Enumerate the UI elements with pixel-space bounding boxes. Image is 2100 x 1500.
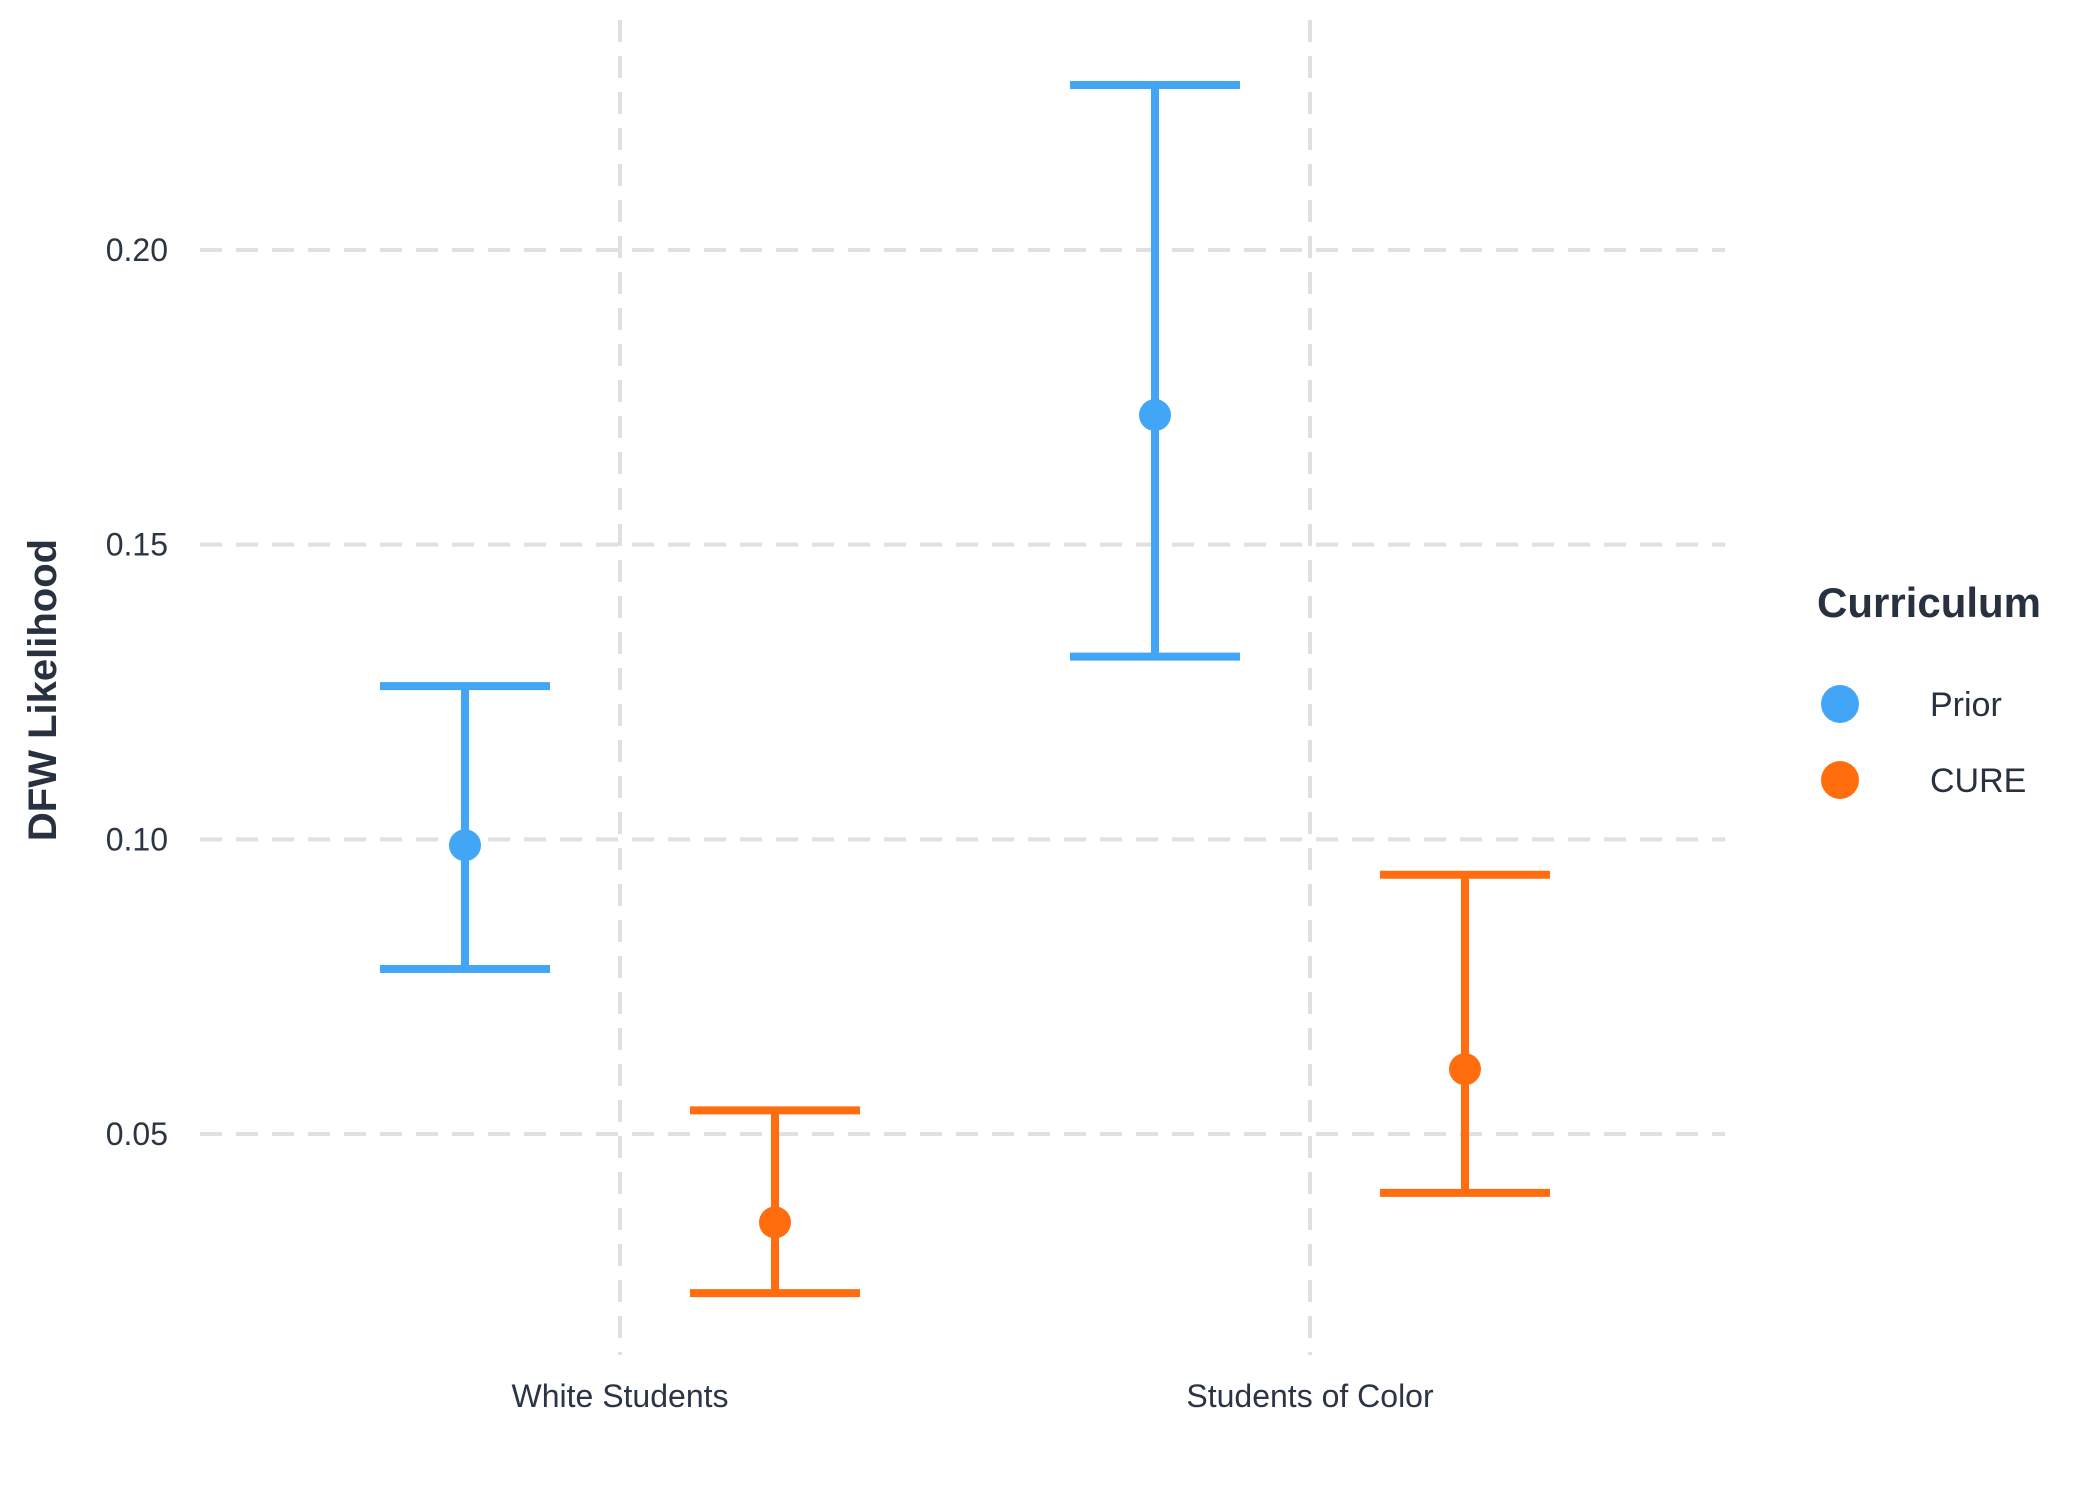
x-tick-label: Students of Color: [1186, 1378, 1434, 1414]
legend-swatch: [1821, 685, 1859, 723]
legend-item: CURE: [1821, 761, 2026, 800]
legend-label: CURE: [1930, 762, 2026, 800]
legend: Curriculum Prior CURE: [1817, 579, 2041, 800]
error-bar-group: [380, 682, 550, 973]
y-tick-label: 0.10: [106, 821, 168, 857]
legend-swatch: [1821, 761, 1859, 799]
x-tick-label: White Students: [512, 1378, 729, 1414]
legend-title: Curriculum: [1817, 579, 2041, 626]
y-axis-title: DFW Likelihood: [21, 539, 65, 841]
error-bar-group: [690, 1106, 860, 1298]
data-point: [759, 1206, 791, 1239]
data-point: [449, 829, 481, 862]
error-bar-group: [1380, 870, 1550, 1197]
legend-label: Prior: [1930, 686, 2002, 724]
data-point: [1449, 1053, 1481, 1086]
error-bar-group: [1070, 80, 1240, 661]
y-tick-label: 0.15: [106, 527, 168, 563]
axis-layer: 0.05 0.10 0.15 0.20 White Students Students o…: [106, 232, 1434, 1414]
y-tick-label: 0.05: [106, 1116, 168, 1152]
legend-item: Prior: [1821, 685, 2002, 724]
data-point: [1139, 399, 1171, 432]
y-tick-label: 0.20: [106, 232, 168, 268]
data-layer: [380, 80, 1550, 1298]
legend-items: Prior CURE: [1821, 685, 2026, 800]
